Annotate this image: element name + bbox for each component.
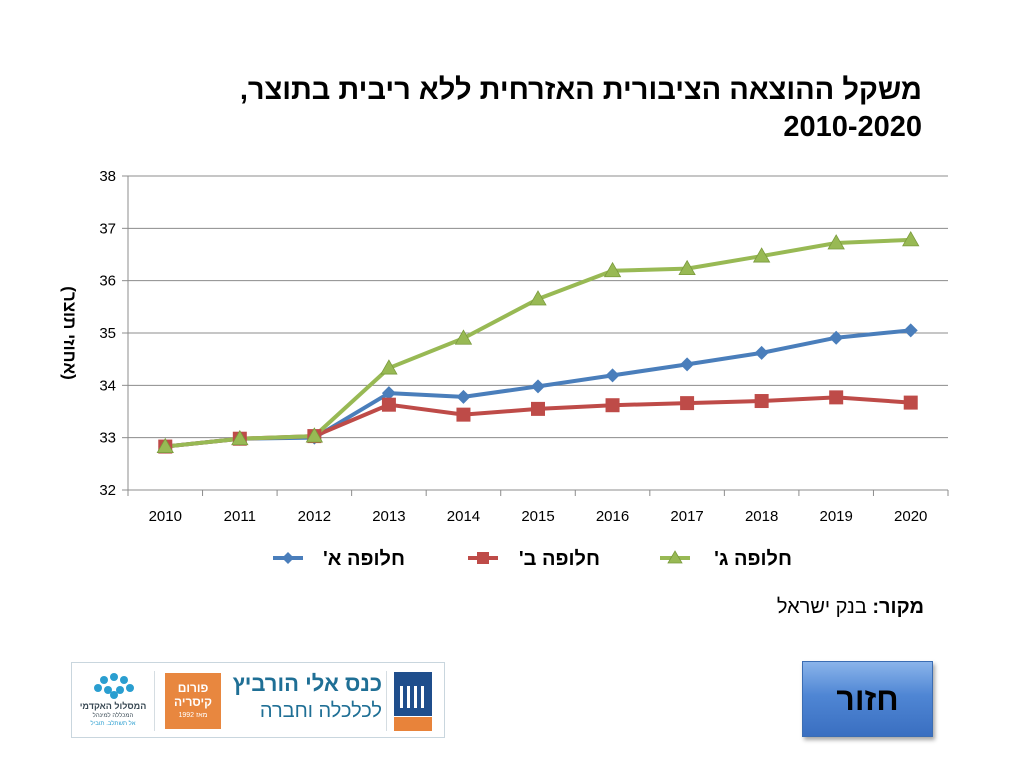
x-tick-label: 2012	[298, 508, 331, 525]
x-tick-label: 2017	[670, 508, 703, 525]
y-tick-label: 34	[99, 377, 116, 394]
x-tick-label: 2018	[745, 508, 778, 525]
data-point-series-2	[531, 401, 545, 416]
y-tick-label: 38	[99, 168, 116, 185]
legend-marker	[477, 552, 489, 564]
college-slogan: אל תשתלב. תוביל	[90, 721, 136, 727]
institute-orange-bar	[394, 717, 432, 731]
data-point-series-2	[829, 390, 844, 405]
data-point-series-1	[381, 386, 396, 401]
sponsors-logo-strip: המסלול האקדמי המכללה למינהל אל תשתלב. תו…	[71, 662, 445, 738]
college-name: המסלול האקדמי	[79, 701, 147, 711]
israel-democracy-institute-icon	[394, 672, 432, 716]
y-axis-label: (אחוזי תוצר)	[60, 286, 79, 380]
x-tick-label: 2019	[819, 508, 852, 525]
data-point-series-3	[827, 234, 845, 250]
data-point-series-3	[678, 259, 696, 276]
data-point-series-1	[903, 323, 918, 338]
legend-marker	[282, 552, 294, 564]
source-label: מקור:	[872, 596, 924, 618]
data-point-series-3	[603, 261, 622, 278]
forum-line2: קיסריה	[173, 695, 212, 709]
data-point-series-1	[754, 345, 769, 360]
chart-title: משקל ההוצאה הציבורית האזרחית ללא ריבית ב…	[122, 72, 922, 146]
data-point-series-3	[156, 437, 174, 453]
x-tick-label: 2020	[894, 508, 927, 525]
data-point-series-2	[456, 407, 471, 422]
chart-title-line2: 2010-2020	[783, 111, 922, 143]
college-dots-icon	[94, 673, 134, 699]
legend-marker	[667, 550, 683, 564]
x-tick-label: 2013	[372, 508, 405, 525]
legend-label: חלופה א'	[323, 548, 405, 570]
y-tick-label: 33	[99, 430, 116, 447]
x-tick-label: 2010	[149, 508, 182, 525]
data-point-series-1	[829, 330, 844, 345]
conference-name: כנס אלי הורביץ	[232, 671, 382, 696]
y-tick-label: 36	[99, 273, 116, 290]
data-point-series-1	[680, 357, 695, 372]
college-subname: המכללה למינהל	[92, 713, 134, 719]
data-point-series-2	[754, 394, 769, 409]
data-point-series-3	[231, 429, 249, 446]
legend-label: חלופה ג'	[714, 548, 792, 570]
forum-line1: פורום	[177, 681, 209, 695]
data-point-series-3	[752, 247, 771, 263]
line-chart: 32 33 34 35 36 37 38 2010 2011 2012 2013 2014 2015 20…	[60, 168, 949, 570]
data-point-series-2	[381, 397, 396, 412]
y-tick-label: 32	[99, 482, 116, 499]
data-point-series-3	[454, 329, 473, 345]
forum-line3: מאז 1992	[178, 712, 208, 719]
source-note: מקור: בנק ישראל	[777, 596, 924, 619]
back-button[interactable]: חזור	[802, 661, 933, 737]
y-tick-label: 37	[99, 220, 116, 237]
x-tick-label: 2016	[596, 508, 629, 525]
data-point-series-1	[531, 379, 545, 394]
data-point-series-2	[605, 398, 620, 413]
data-point-series-3	[305, 427, 324, 443]
data-point-series-1	[456, 389, 471, 404]
conference-subtitle: לכלכלה וחברה	[259, 700, 382, 722]
y-tick-label: 35	[99, 325, 116, 342]
x-tick-label: 2015	[521, 508, 554, 525]
data-point-series-2	[680, 396, 695, 411]
data-point-series-3	[380, 359, 398, 375]
data-point-series-1	[605, 368, 620, 383]
caesarea-forum-logo: פורום קיסריה מאז 1992	[165, 673, 221, 729]
source-value: בנק ישראל	[776, 596, 867, 618]
x-tick-label: 2014	[447, 508, 480, 525]
data-point-series-3	[529, 290, 547, 306]
data-point-series-2	[903, 395, 918, 410]
x-tick-label: 2011	[224, 508, 256, 525]
chart-title-line1: משקל ההוצאה הציבורית האזרחית ללא ריבית ב…	[239, 74, 922, 106]
data-point-series-3	[902, 231, 920, 247]
legend-label: חלופה ב'	[519, 548, 600, 570]
